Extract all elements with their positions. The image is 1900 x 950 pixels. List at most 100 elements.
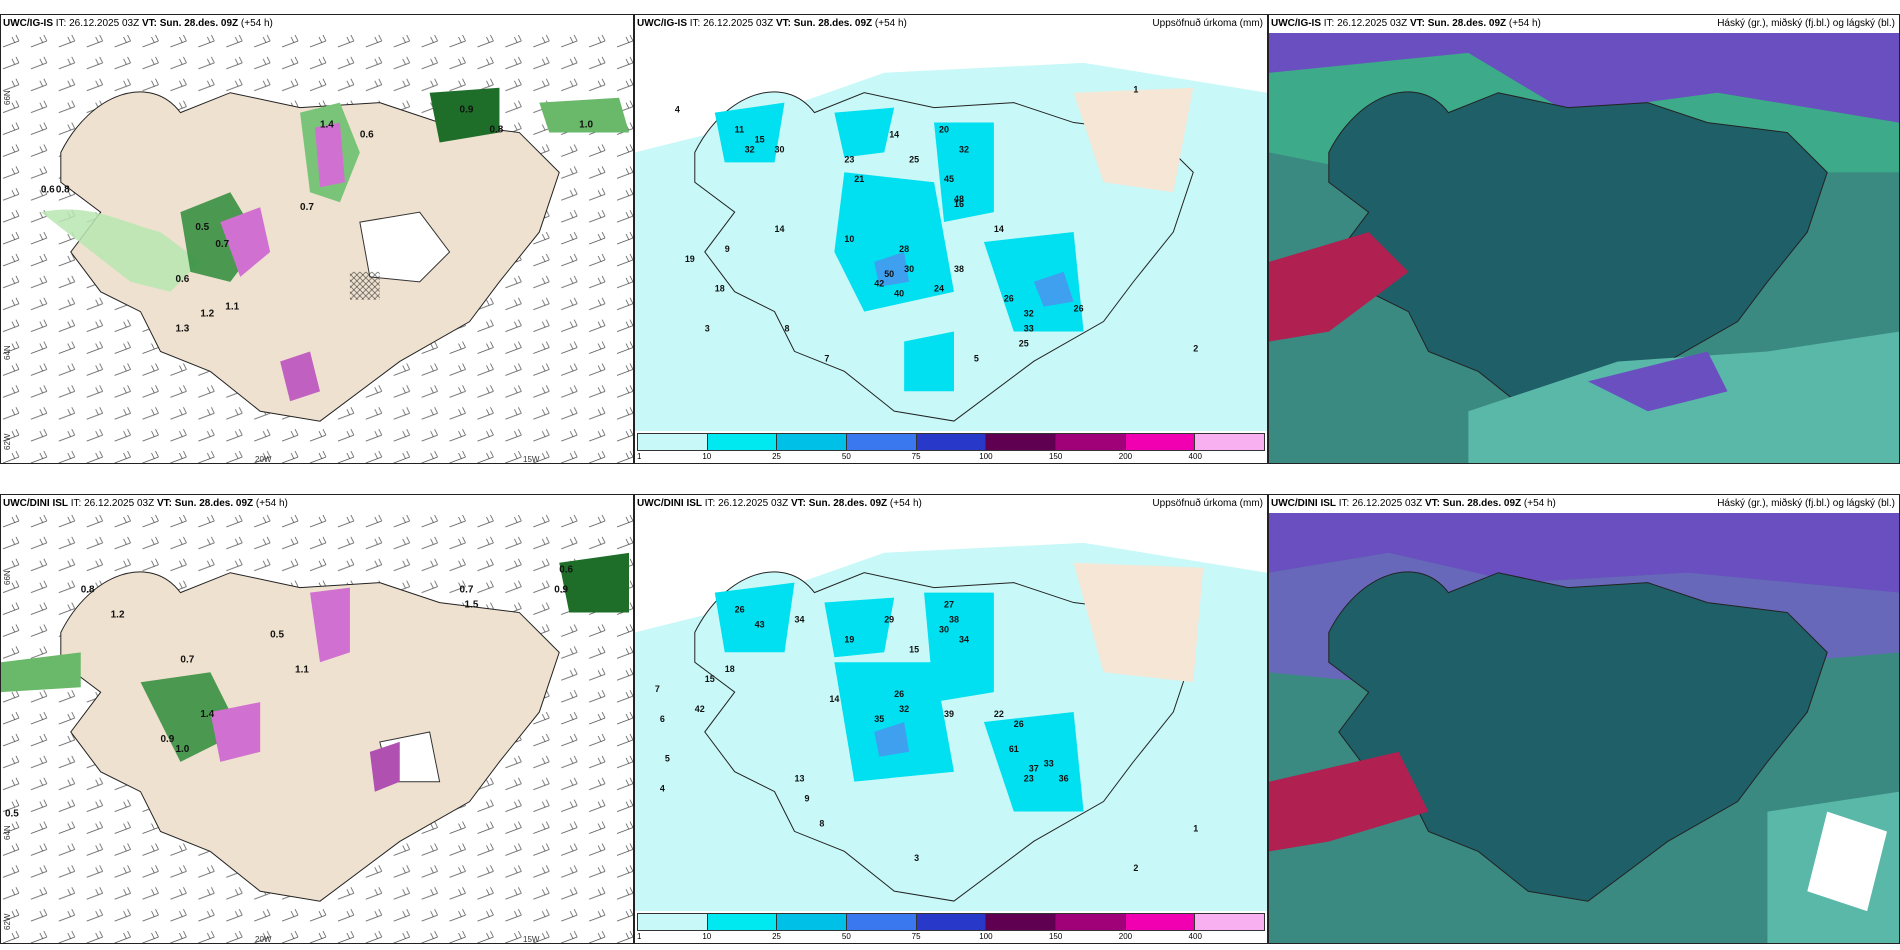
precip-value: 36: [1059, 774, 1069, 784]
wind-value: 0.8: [489, 125, 503, 136]
precip-value: 2: [1133, 863, 1138, 873]
lon-label: 20W: [255, 935, 272, 944]
precip-value: 25: [909, 154, 919, 164]
panel-title: UWC/DINI ISL IT: 26.12.2025 03Z VT: Sun.…: [635, 495, 1267, 513]
lat-label: 66N: [3, 90, 12, 105]
colorbar-swatch: [707, 914, 778, 930]
precip-value: 15: [909, 644, 919, 654]
precip-value: 28: [899, 244, 909, 254]
lat-label: 66N: [3, 570, 12, 585]
precip-value: 7: [655, 684, 660, 694]
precip-value: 50: [884, 269, 894, 279]
colorbar-label: 50: [841, 452, 851, 461]
precip-value: 32: [959, 144, 969, 154]
precip-colorbar: [637, 913, 1265, 931]
precip-value: 24: [934, 284, 944, 294]
wind-map: 0.6 0.8 0.5 0.7 0.6 1.3 1.2 1.1 0.7 1.4 …: [1, 33, 633, 463]
wind-panel-bottom: UWC/DINI ISL IT: 26.12.2025 03Z VT: Sun.…: [0, 494, 634, 944]
precip-value: 15: [705, 674, 715, 684]
lat-label: 64N: [3, 345, 12, 360]
precip-value: 34: [959, 634, 969, 644]
wind-value: 0.5: [270, 629, 284, 640]
wind-value: 0.6: [360, 130, 374, 141]
colorbar-label: 150: [1048, 452, 1063, 461]
colorbar-label: 200: [1118, 932, 1133, 941]
precip-panel-top: UWC/IG-IS IT: 26.12.2025 03Z VT: Sun. 28…: [634, 14, 1268, 464]
precip-value: 2: [1193, 343, 1198, 353]
colorbar-label: 100: [979, 932, 993, 941]
colorbar-label: 50: [841, 932, 851, 941]
wind-value: 1.1: [225, 302, 239, 313]
precip-value: 40: [894, 289, 904, 299]
precip-colorbar: [637, 433, 1265, 451]
precip-value: 8: [819, 818, 824, 828]
wind-value: 1.3: [175, 324, 189, 335]
precip-value: 7: [824, 353, 829, 363]
lon-label: 15W: [523, 935, 540, 944]
wind-value: 0.8: [56, 184, 70, 195]
colorbar-swatch: [847, 914, 917, 930]
precip-value: 37: [1029, 764, 1039, 774]
wind-value: 1.5: [465, 600, 479, 611]
cloud-field-title: Háský (gr.), miðský (fj.bl.) og lágský (…: [1717, 495, 1895, 513]
precip-value: 42: [874, 279, 884, 289]
cloud-field-title: Háský (gr.), miðský (fj.bl.) og lágský (…: [1717, 15, 1895, 33]
precip-value: 22: [994, 709, 1004, 719]
precip-value: 38: [949, 614, 959, 624]
wind-value: 1.0: [579, 120, 593, 131]
precip-value: 43: [755, 619, 765, 629]
wind-value: 1.4: [200, 709, 214, 720]
colorbar-swatch: [1125, 914, 1196, 930]
wind-value: 0.5: [195, 222, 209, 233]
lon-label: 20W: [255, 455, 272, 464]
colorbar-swatch: [1195, 914, 1265, 930]
precip-value: 32: [1024, 309, 1034, 319]
precip-value: 20: [939, 125, 949, 135]
colorbar-label: 200: [1118, 452, 1133, 461]
wind-panel-top: UWC/IG-IS IT: 26.12.2025 03Z VT: Sun. 28…: [0, 14, 634, 464]
precip-value: 34: [794, 614, 804, 624]
precip-value: 14: [994, 224, 1004, 234]
precip-value: 29: [884, 614, 894, 624]
colorbar-swatch: [1056, 914, 1126, 930]
precip-value: 25: [1019, 338, 1029, 348]
precip-value: 14: [775, 224, 785, 234]
colorbar-label: 75: [911, 452, 921, 461]
precip-value: 42: [695, 704, 705, 714]
wind-value: 0.9: [554, 585, 568, 596]
wind-value: 0.6: [175, 274, 189, 285]
precip-value: 23: [1024, 774, 1034, 784]
precip-value: 33: [1024, 324, 1034, 334]
wind-value: 1.0: [175, 744, 189, 755]
precip-value: 26: [735, 605, 745, 615]
precip-value: 1: [1133, 85, 1138, 95]
colorbar-swatch: [638, 434, 708, 450]
wind-value: 0.9: [160, 734, 174, 745]
cloud-panel-bottom: UWC/DINI ISL IT: 26.12.2025 03Z VT: Sun.…: [1268, 494, 1900, 944]
colorbar-label: 25: [772, 452, 781, 461]
precip-field-title: Uppsöfnuð úrkoma (mm): [1152, 495, 1263, 513]
precip-value: 27: [944, 600, 954, 610]
colorbar-swatch: [638, 914, 708, 930]
precip-value: 38: [954, 264, 964, 274]
precip-value: 32: [899, 704, 909, 714]
wind-value: 1.1: [295, 664, 309, 675]
panel-title: UWC/IG-IS IT: 26.12.2025 03Z VT: Sun. 28…: [635, 15, 1267, 33]
wind-value: 0.9: [460, 105, 474, 116]
precip-value: 61: [1009, 744, 1019, 754]
colorbar-swatch: [916, 434, 987, 450]
precip-value: 11: [735, 125, 744, 135]
cloud-panel-top: UWC/IG-IS IT: 26.12.2025 03Z VT: Sun. 28…: [1268, 14, 1900, 464]
precip-value: 16: [954, 199, 964, 209]
wind-value: 0.7: [300, 202, 314, 213]
colorbar-swatch: [916, 914, 987, 930]
precip-map: 26 43 34 19 29 27 15 30 34 38 26 32 35 3…: [635, 513, 1267, 911]
colorbar-label: 25: [772, 932, 781, 941]
colorbar-swatch: [707, 434, 778, 450]
wind-value: 1.2: [200, 309, 214, 320]
precip-value: 39: [944, 709, 954, 719]
precip-value: 30: [939, 624, 949, 634]
precip-value: 3: [705, 324, 710, 334]
colorbar-swatch: [1056, 434, 1126, 450]
precip-value: 48: [954, 194, 964, 204]
